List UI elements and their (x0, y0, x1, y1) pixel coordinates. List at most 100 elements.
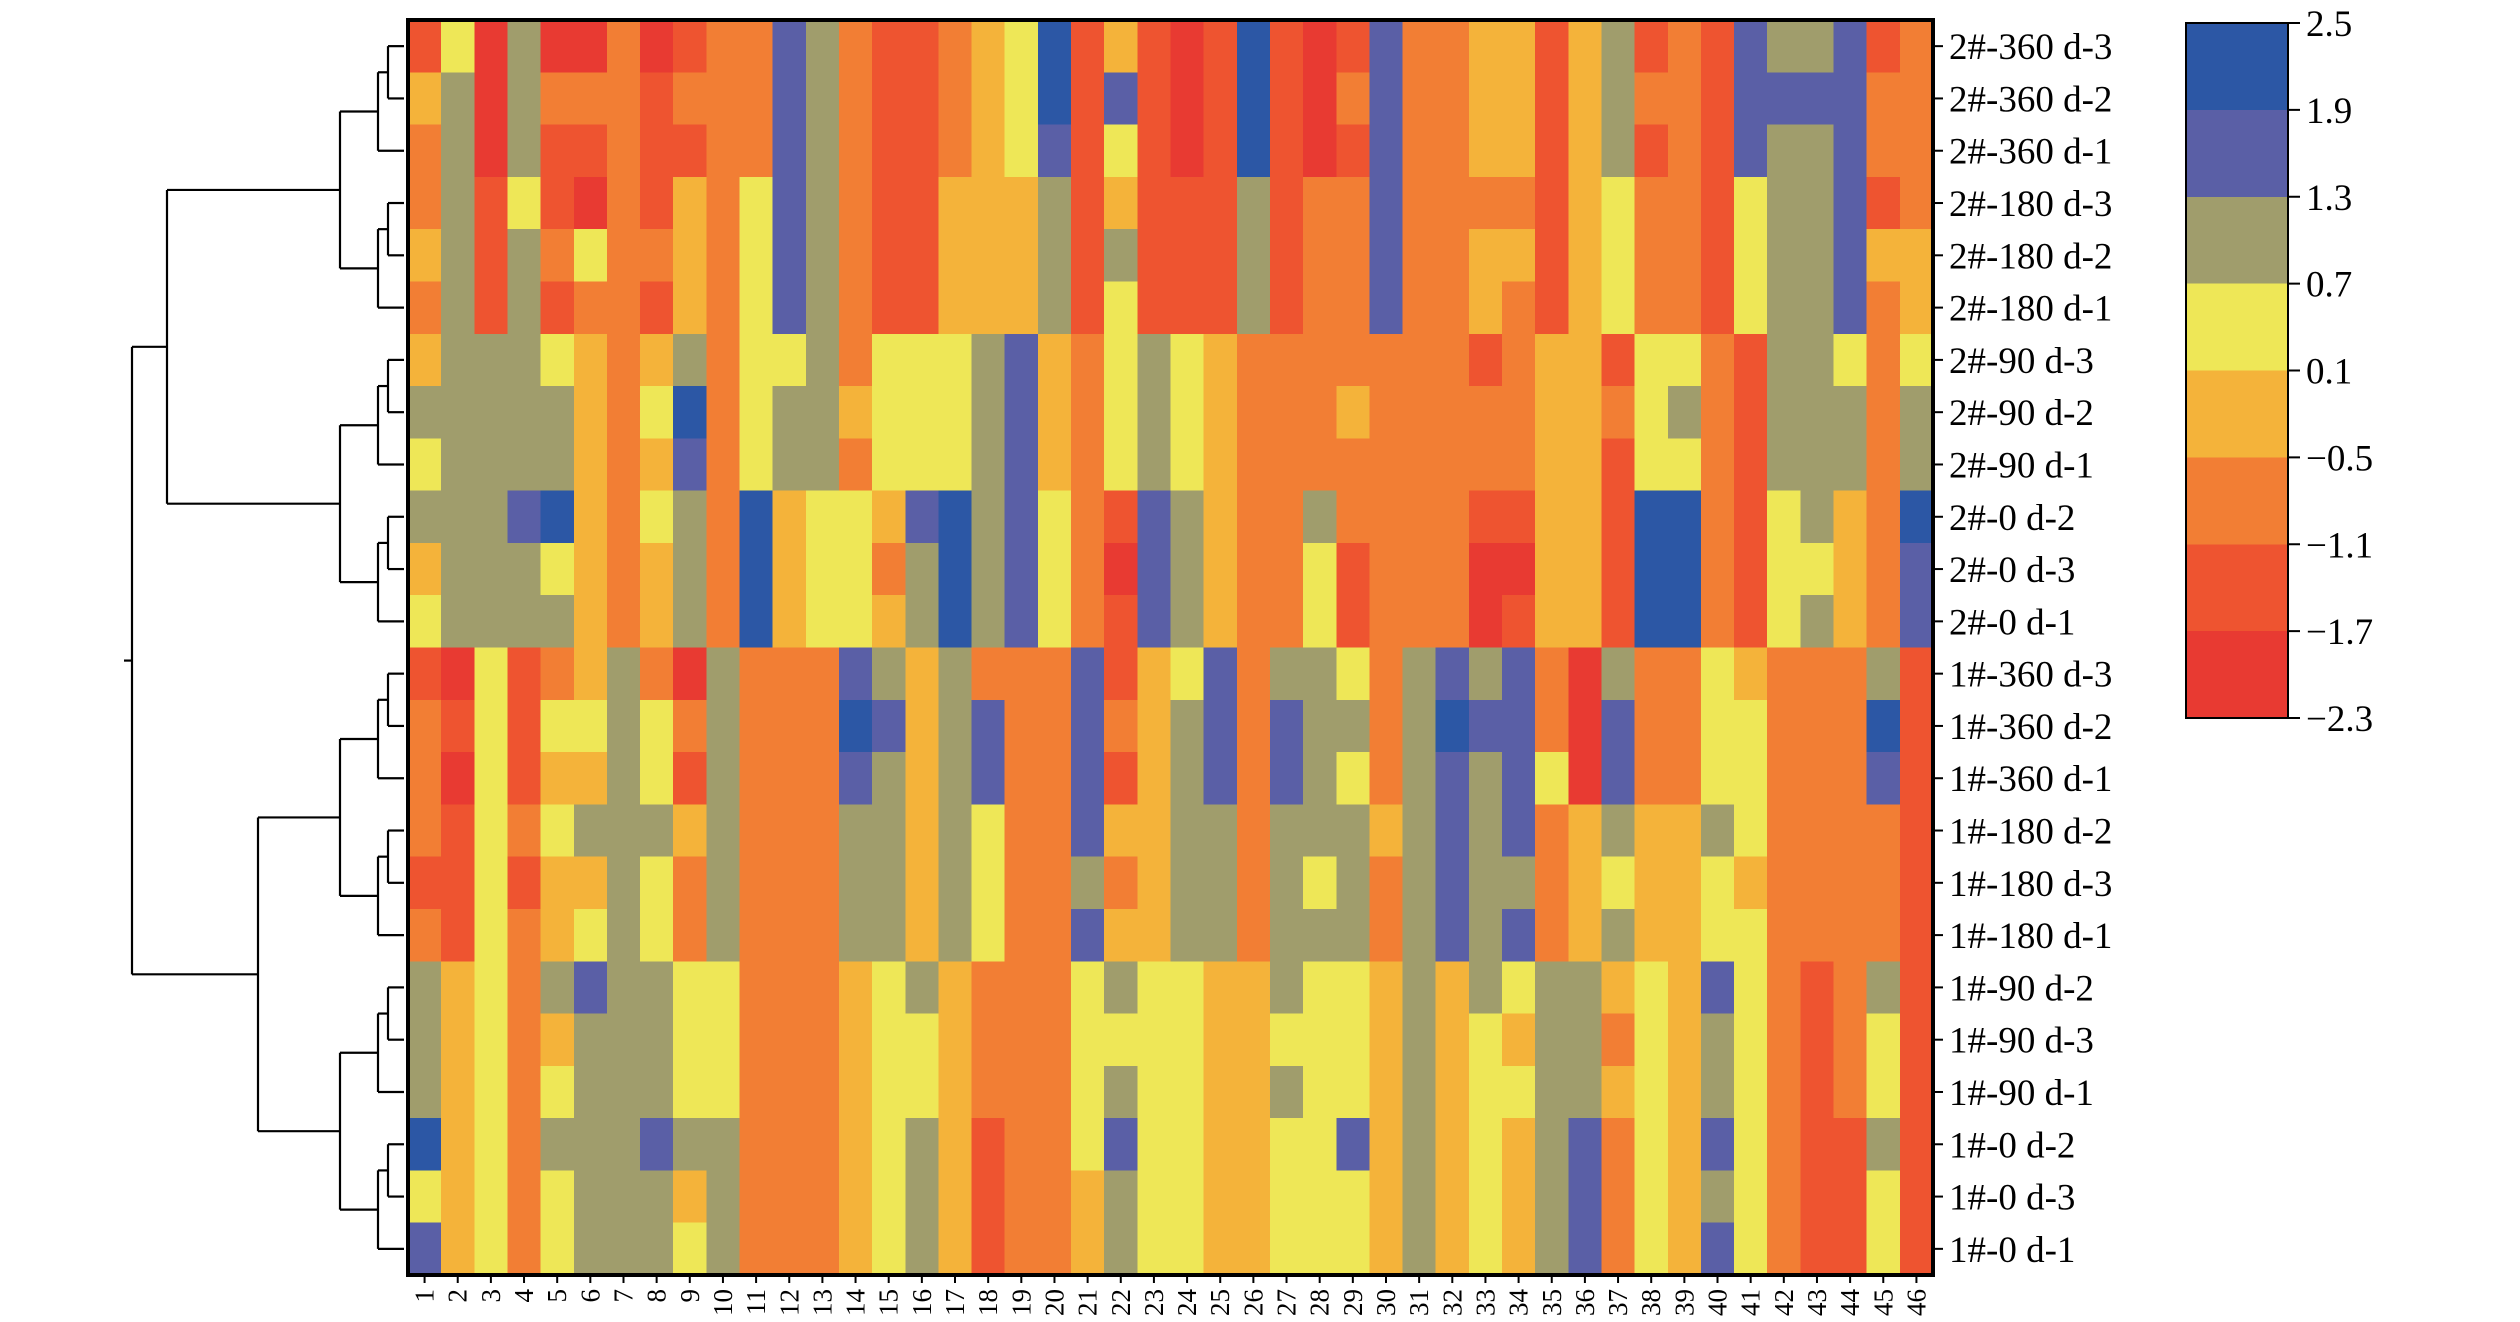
heatmap-cell (1236, 804, 1271, 858)
heatmap-cell (971, 1065, 1006, 1119)
heatmap-cell (1071, 595, 1105, 649)
heatmap-cell (1037, 1170, 1072, 1224)
heatmap-cell (673, 281, 707, 335)
heatmap-cell (1336, 542, 1371, 596)
heatmap-cell (1037, 908, 1072, 962)
heatmap-cell (441, 438, 475, 492)
heatmap-cell (971, 961, 1006, 1015)
heatmap-cell (1866, 176, 1901, 230)
heatmap-cell (1667, 229, 1702, 283)
heatmap-cell (1104, 1065, 1138, 1119)
heatmap-cell (474, 908, 509, 962)
heatmap-cell (573, 647, 608, 701)
heatmap-cell (1170, 1065, 1205, 1119)
heatmap-cell (938, 699, 973, 753)
heatmap-cell (1104, 20, 1138, 73)
heatmap-cell (1634, 1013, 1669, 1067)
heatmap-cell (441, 595, 475, 649)
heatmap-cell (805, 1170, 840, 1224)
heatmap-cell (1800, 438, 1835, 492)
heatmap-cell (1004, 438, 1039, 492)
heatmap-cell (540, 438, 575, 492)
heatmap-cell (441, 752, 475, 805)
heatmap-cell (1137, 124, 1172, 178)
heatmap-cell (1336, 20, 1371, 73)
heatmap-cell (441, 1222, 475, 1276)
heatmap-cell (1468, 752, 1503, 805)
heatmap-cell (1170, 1222, 1205, 1276)
heatmap-cell (507, 752, 542, 805)
heatmap-cell (1468, 72, 1503, 126)
heatmap-cell (1369, 333, 1404, 387)
heatmap-cell (1899, 542, 1934, 596)
heatmap-cell (1203, 176, 1238, 230)
row-label: 2#-0 d-2 (1949, 498, 2075, 539)
heatmap-cell (971, 124, 1006, 178)
heatmap-cell (1634, 176, 1669, 230)
heatmap-cell (838, 699, 873, 753)
heatmap-cell (1468, 908, 1503, 962)
heatmap-cell (441, 908, 475, 962)
heatmap-cell (1601, 961, 1636, 1015)
heatmap-cell (507, 72, 542, 126)
heatmap-cell (474, 1118, 509, 1172)
heatmap-cell (441, 804, 475, 858)
heatmap-cell (938, 752, 973, 805)
colorbar-bin (2186, 109, 2288, 198)
heatmap-cell (1767, 647, 1801, 701)
heatmap-cell (1700, 386, 1735, 439)
heatmap-cell (805, 908, 840, 962)
heatmap-cell (540, 1013, 575, 1067)
heatmap-cell (971, 1222, 1006, 1276)
heatmap-cell (1866, 72, 1901, 126)
heatmap-cell (1800, 699, 1835, 753)
heatmap-cell (838, 176, 873, 230)
heatmap-cell (1502, 1170, 1536, 1224)
heatmap-cell (1833, 1222, 1868, 1276)
heatmap-cell (1601, 229, 1636, 283)
heatmap-cell (905, 20, 940, 73)
heatmap-cell (971, 281, 1006, 335)
heatmap-cell (872, 752, 906, 805)
heatmap-cell (1170, 647, 1205, 701)
heatmap-cell (1170, 333, 1205, 387)
heatmap-cell (507, 961, 542, 1015)
heatmap-cell (1303, 1170, 1337, 1224)
heatmap-cell (1502, 699, 1536, 753)
heatmap-cell (971, 229, 1006, 283)
column-label: 4 (509, 1289, 539, 1303)
heatmap-cell (441, 281, 475, 335)
heatmap-cell (1502, 229, 1536, 283)
heatmap-cell (1004, 856, 1039, 910)
heatmap-cell (1866, 1065, 1901, 1119)
heatmap-cell (1303, 908, 1337, 962)
heatmap-cell (408, 72, 442, 126)
heatmap-cell (1071, 20, 1105, 73)
row-label: 1#-0 d-3 (1949, 1178, 2075, 1219)
heatmap-cell (1568, 124, 1603, 178)
heatmap-cell (1037, 647, 1072, 701)
heatmap-cell (1833, 438, 1868, 492)
heatmap-cell (1170, 908, 1205, 962)
heatmap-cell (1203, 595, 1238, 649)
heatmap-cell (1137, 542, 1172, 596)
heatmap-cell (1004, 1170, 1039, 1224)
heatmap-cell (1137, 908, 1172, 962)
heatmap-cell (1435, 804, 1470, 858)
heatmap-cell (1071, 647, 1105, 701)
heatmap-cell (938, 804, 973, 858)
heatmap-cell (772, 542, 807, 596)
heatmap-cell (573, 595, 608, 649)
heatmap-cell (905, 752, 940, 805)
heatmap-cell (474, 595, 509, 649)
heatmap-cell (1667, 595, 1702, 649)
heatmap-cell (872, 1222, 906, 1276)
heatmap-cell (1667, 752, 1702, 805)
heatmap-cell (1899, 229, 1934, 283)
heatmap-cell (408, 229, 442, 283)
heatmap-cell (540, 386, 575, 439)
heatmap-cell (706, 595, 741, 649)
heatmap-cell (673, 699, 707, 753)
heatmap-cell (805, 1065, 840, 1119)
